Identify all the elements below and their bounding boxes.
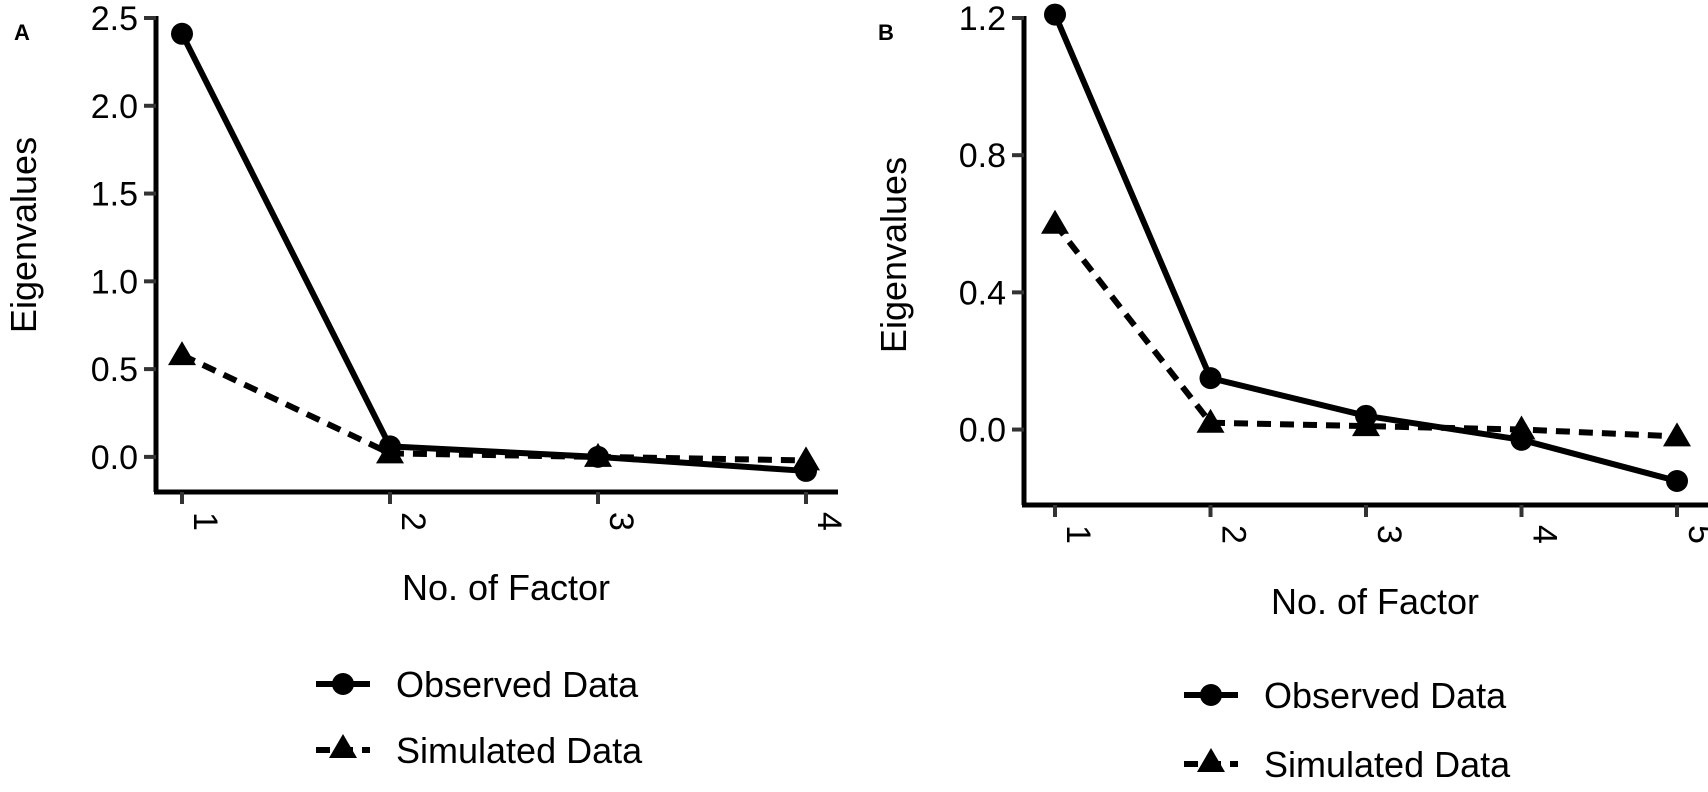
legend-item-simulated: Simulated Data [316,730,643,771]
x-tick-label: 4 [1526,525,1564,544]
y-axis-title: Eigenvalues [3,137,44,333]
data-point-simulated [376,439,404,464]
legend: Observed Data Simulated Data [316,664,643,771]
data-point-simulated [1352,412,1380,437]
x-tick-label: 3 [1370,525,1408,544]
x-tick-label: 1 [1059,525,1097,544]
x-axis-title: No. of Factor [402,567,610,608]
y-tick-label: 0.4 [959,274,1006,312]
x-tick-label: 2 [394,512,432,531]
legend-circle-marker [1200,684,1222,706]
y-tick-label: 1.2 [959,0,1006,38]
data-point-observed [1666,469,1688,492]
legend-label-simulated: Simulated Data [396,730,643,771]
series-line-observed [179,32,807,474]
panel-label: B [878,20,894,45]
legend-item-observed: Observed Data [316,664,639,705]
x-tick-label: 3 [602,512,640,531]
y-tick-label: 0.5 [91,351,138,389]
panel-a: A 0.0 0.5 1.0 1.5 2.0 2.5 1 2 3 4 Eigenvalues No.… [3,0,848,771]
y-tick-label: 0.0 [959,412,1006,450]
y-tick-label: 2.5 [91,0,138,38]
y-axis-title: Eigenvalues [873,157,914,353]
data-point-simulated [584,442,612,467]
x-tick-label: 1 [186,512,224,531]
x-tick-label: 2 [1215,525,1253,544]
series-line-simulated [1052,221,1678,440]
legend-label-simulated: Simulated Data [1264,744,1511,785]
legend-circle-marker [332,673,354,695]
legend-label-observed: Observed Data [1264,675,1507,716]
y-tick-label: 1.0 [91,263,138,301]
data-point-observed [1199,367,1222,390]
plot-area: 0.0 0.5 1.0 1.5 2.0 2.5 1 2 3 4 [91,0,848,531]
panel-b: B 0.0 0.4 0.8 1.2 1 2 3 4 5 Eigenvalues No. of F… [873,0,1708,785]
data-point-simulated [1663,422,1691,447]
plot-area: 0.0 0.4 0.8 1.2 1 2 3 4 5 [959,0,1708,544]
panel-label: A [14,20,30,45]
x-tick-label: 4 [810,512,848,531]
data-point-simulated [1507,415,1536,440]
legend-triangle-marker [1197,748,1225,772]
data-point-simulated [1196,408,1225,433]
y-tick-label: 1.5 [91,176,138,214]
legend: Observed Data Simulated Data [1184,675,1511,785]
data-point-simulated [792,446,820,471]
y-tick-label: 0.8 [959,137,1006,175]
legend-triangle-marker [329,734,357,758]
series-line-simulated [180,352,807,464]
legend-item-observed: Observed Data [1184,675,1507,716]
data-point-simulated [1041,209,1069,234]
data-point-observed [1044,3,1066,26]
legend-item-simulated: Simulated Data [1184,744,1511,785]
y-tick-label: 2.0 [91,88,138,126]
x-tick-label: 5 [1681,525,1708,544]
legend-label-observed: Observed Data [396,664,639,705]
x-axis-title: No. of Factor [1271,581,1479,622]
data-point-observed [171,22,193,45]
data-point-simulated [168,341,196,366]
y-tick-label: 0.0 [91,439,138,477]
